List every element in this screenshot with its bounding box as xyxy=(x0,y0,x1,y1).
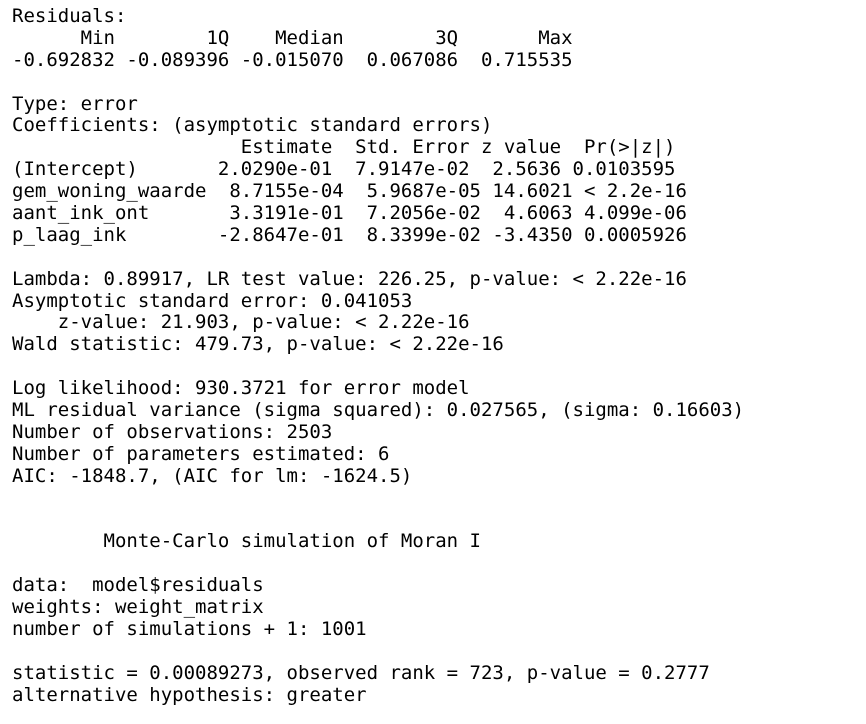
moran-simulations-line: number of simulations + 1: 1001 xyxy=(12,617,379,640)
blank-line xyxy=(12,72,866,94)
coefficients-row-aant-ink-ont: aant_ink_ont 3.3191e-01 7.2056e-02 4.606… xyxy=(12,202,687,225)
blank-line xyxy=(12,488,866,510)
aic-line: AIC: -1848.7, (AIC for lm: -1624.5) xyxy=(12,464,413,487)
residuals-heading: Residuals: xyxy=(12,5,127,27)
blank-line xyxy=(12,247,866,269)
moran-test-title: Monte-Carlo simulation of Moran I xyxy=(12,530,482,553)
console-text: Residuals: Min 1Q Median 3Q Max -0.69283… xyxy=(12,5,866,707)
log-likelihood-line: Log likelihood: 930.3721 for error model xyxy=(12,377,470,400)
asymptotic-standard-error-line: Asymptotic standard error: 0.041053 xyxy=(12,289,413,312)
number-of-parameters-line: Number of parameters estimated: 6 xyxy=(12,442,401,465)
blank-line xyxy=(12,641,866,663)
coefficients-heading: Coefficients: (asymptotic standard error… xyxy=(12,114,504,137)
coefficients-table-header: Estimate Std. Error z value Pr(>|z|) xyxy=(12,136,676,159)
moran-statistic-line: statistic = 0.00089273, observed rank = … xyxy=(12,661,710,684)
wald-statistic-line: Wald statistic: 479.73, p-value: < 2.22e… xyxy=(12,333,504,356)
blank-line xyxy=(12,356,866,378)
z-value-line: z-value: 21.903, p-value: < 2.22e-16 xyxy=(12,311,470,334)
alternative-hypothesis-line: alternative hypothesis: greater xyxy=(12,683,367,706)
lambda-line: Lambda: 0.89917, LR test value: 226.25, … xyxy=(12,267,687,290)
residuals-quantile-values: -0.692832 -0.089396 -0.015070 0.067086 0… xyxy=(12,48,584,71)
residuals-quantile-header: Min 1Q Median 3Q Max xyxy=(12,26,584,49)
residual-variance-line: ML residual variance (sigma squared): 0.… xyxy=(12,399,745,422)
model-type: Type: error xyxy=(12,92,150,115)
coefficients-row-p-laag-ink: p_laag_ink -2.8647e-01 8.3399e-02 -3.435… xyxy=(12,223,687,246)
moran-weights-line: weights: weight_matrix xyxy=(12,596,287,619)
number-of-observations-line: Number of observations: 2503 xyxy=(12,420,344,443)
coefficients-row-gem-woning-waarde: gem_woning_waarde 8.7155e-04 5.9687e-05 … xyxy=(12,180,687,203)
moran-data-line: data: model$residuals xyxy=(12,574,276,597)
blank-line xyxy=(12,509,866,531)
coefficients-row-intercept: (Intercept) 2.0290e-01 7.9147e-02 2.5636… xyxy=(12,158,676,181)
blank-line xyxy=(12,553,866,575)
